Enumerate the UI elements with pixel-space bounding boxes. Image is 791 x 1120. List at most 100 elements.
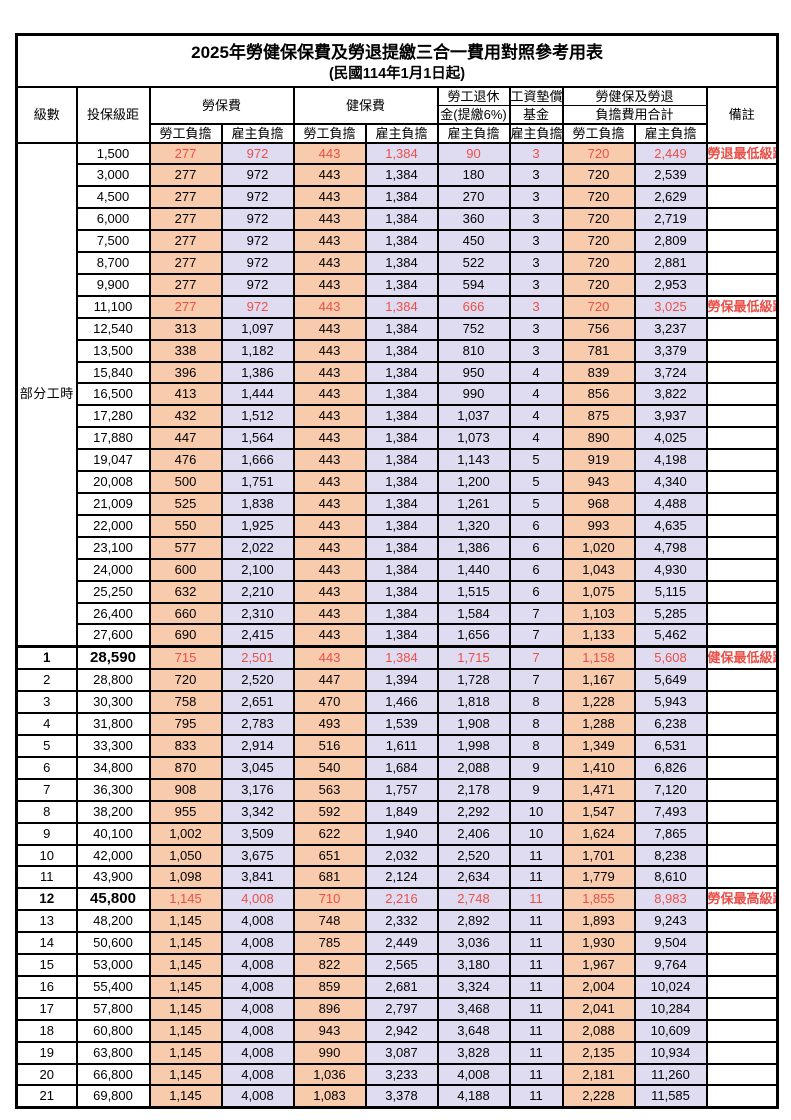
health-employer-cell: 1,384 (364, 470, 439, 494)
health-employee-cell: 748 (292, 909, 367, 934)
header-pension-employer: 雇主負擔 (436, 122, 511, 144)
health-employee-cell: 592 (292, 799, 367, 824)
total-employer-cell: 3,237 (633, 316, 708, 341)
level-cell: 1 (15, 645, 78, 671)
total-employer-cell: 10,284 (633, 996, 708, 1021)
wage-fund-cell: 3 (508, 229, 564, 254)
page-subtitle: (民國114年1月1日起) (328, 65, 466, 82)
bracket-cell: 8,700 (75, 251, 151, 275)
pension-cell: 1,320 (436, 513, 511, 538)
note-cell (705, 185, 779, 210)
labor-employee-cell: 1,145 (148, 996, 223, 1021)
labor-employer-cell: 4,008 (220, 974, 295, 999)
total-employee-cell: 1,075 (561, 579, 636, 604)
health-employee-cell: 443 (292, 426, 367, 451)
health-employer-cell: 1,394 (364, 668, 439, 693)
health-employer-cell: 1,384 (364, 404, 439, 429)
health-employer-cell: 1,684 (364, 755, 439, 780)
labor-employee-cell: 758 (148, 690, 223, 715)
wage-fund-cell: 9 (508, 777, 564, 802)
health-employee-cell: 540 (292, 755, 367, 780)
wage-fund-cell: 3 (508, 207, 564, 232)
note-cell (705, 272, 779, 297)
header-remark: 備註 (705, 85, 779, 144)
bracket-cell: 31,800 (75, 712, 151, 736)
pension-cell: 360 (436, 207, 511, 232)
labor-employer-cell: 972 (220, 163, 295, 188)
health-employer-cell: 1,757 (364, 777, 439, 802)
note-cell (705, 382, 779, 407)
wage-fund-cell: 3 (508, 163, 564, 188)
header-level: 級數 (15, 85, 78, 144)
note-cell (705, 1040, 779, 1065)
total-employee-cell: 781 (561, 338, 636, 363)
table-row: 17,280 432 1,512 443 1,384 1,037 4 875 3,937 (17, 404, 779, 429)
note-cell (705, 821, 779, 846)
total-employee-cell: 720 (561, 185, 636, 210)
labor-employee-cell: 313 (148, 316, 223, 341)
wage-fund-cell: 9 (508, 755, 564, 780)
labor-employee-cell: 1,145 (148, 1040, 223, 1065)
health-employer-cell: 1,940 (364, 821, 439, 846)
table-row: 8 38,200 955 3,342 592 1,849 2,292 10 1,547 7,493 (15, 799, 779, 824)
pension-cell: 1,037 (436, 404, 511, 429)
wage-fund-cell: 11 (508, 931, 564, 956)
total-employer-cell: 2,629 (633, 185, 708, 210)
level-cell: 3 (15, 690, 78, 715)
level-cell: 4 (15, 712, 78, 736)
bracket-cell: 21,009 (75, 492, 151, 516)
total-employee-cell: 1,349 (561, 733, 636, 758)
part-time-group-label: 部分工時 (15, 141, 78, 648)
pension-cell: 1,515 (436, 579, 511, 604)
health-employee-cell: 443 (292, 360, 367, 385)
pension-cell: 4,008 (436, 1062, 511, 1087)
note-cell (705, 251, 779, 275)
table-row: 17,880 447 1,564 443 1,384 1,073 4 890 4,025 (17, 426, 779, 451)
total-employee-cell: 2,228 (561, 1084, 636, 1109)
wage-fund-cell: 4 (508, 382, 564, 407)
labor-employee-cell: 277 (148, 163, 223, 188)
table-row: 10 42,000 1,050 3,675 651 2,032 2,520 11 1,701 8,… (15, 843, 779, 868)
pension-cell: 752 (436, 316, 511, 341)
wage-fund-cell: 3 (508, 338, 564, 363)
labor-employee-cell: 277 (148, 141, 223, 166)
level-cell: 12 (15, 887, 78, 912)
total-employer-cell: 4,635 (633, 513, 708, 538)
labor-employer-cell: 2,210 (220, 579, 295, 604)
labor-employer-cell: 4,008 (220, 1018, 295, 1043)
table-row: 17 57,800 1,145 4,008 896 2,797 3,468 11 2,041 10… (15, 996, 779, 1021)
table-row: 16 55,400 1,145 4,008 859 2,681 3,324 11 2,004 10… (15, 974, 779, 999)
pension-cell: 4,188 (436, 1084, 511, 1109)
pension-cell: 270 (436, 185, 511, 210)
health-employee-cell: 1,083 (292, 1084, 367, 1109)
labor-employer-cell: 3,841 (220, 865, 295, 890)
health-employee-cell: 443 (292, 535, 367, 560)
health-employee-cell: 443 (292, 601, 367, 626)
note-cell (705, 316, 779, 341)
health-employer-cell: 1,384 (364, 426, 439, 451)
wage-fund-cell: 5 (508, 448, 564, 473)
note-cell (705, 1062, 779, 1087)
total-employer-cell: 10,934 (633, 1040, 708, 1065)
total-employer-cell: 4,340 (633, 470, 708, 494)
wage-fund-cell: 3 (508, 141, 564, 166)
labor-employee-cell: 1,145 (148, 953, 223, 977)
labor-employer-cell: 3,176 (220, 777, 295, 802)
premium-reference-table: 2025年勞健保保費及勞退提繳三合一費用對照參考用表 (民國114年1月1日起)… (15, 33, 780, 1110)
total-employer-cell: 2,449 (633, 141, 708, 166)
table-row: 5 33,300 833 2,914 516 1,611 1,998 8 1,349 6,531 (15, 733, 779, 758)
pension-cell: 2,892 (436, 909, 511, 934)
health-employer-cell: 1,384 (364, 316, 439, 341)
health-employee-cell: 443 (292, 557, 367, 582)
total-employee-cell: 720 (561, 163, 636, 188)
labor-employee-cell: 277 (148, 272, 223, 297)
wage-fund-cell: 3 (508, 272, 564, 297)
header-row-2: 金(提繳6%) 基金 負擔費用合計 (17, 104, 778, 125)
labor-employee-cell: 476 (148, 448, 223, 473)
health-employee-cell: 443 (292, 294, 367, 319)
health-employee-cell: 896 (292, 996, 367, 1021)
health-employee-cell: 990 (292, 1040, 367, 1065)
wage-fund-cell: 10 (508, 821, 564, 846)
total-employee-cell: 756 (561, 316, 636, 341)
health-employee-cell: 443 (292, 316, 367, 341)
